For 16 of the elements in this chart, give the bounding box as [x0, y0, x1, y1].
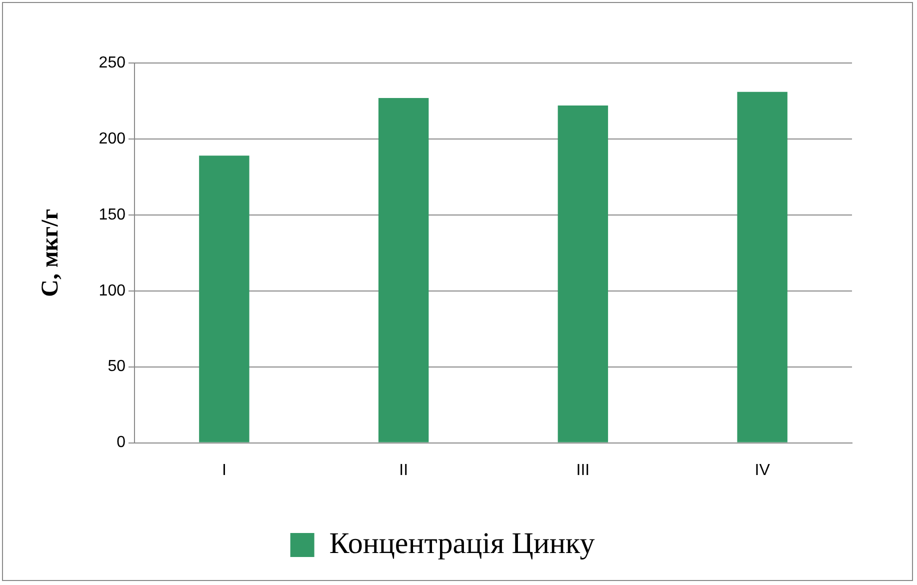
y-tick-label: 150	[98, 206, 126, 224]
y-tick-label: 200	[98, 130, 126, 148]
y-tick-label: 250	[98, 54, 126, 72]
y-tick-label: 0	[116, 434, 126, 452]
y-axis-title: C, мкг/г	[38, 208, 64, 297]
bar	[199, 156, 250, 442]
x-tick-label: III	[576, 462, 590, 479]
y-tick-label: 100	[98, 282, 126, 300]
x-tick-label: II	[399, 462, 408, 479]
bar	[378, 98, 429, 442]
bar	[558, 106, 608, 442]
y-tick-label: 50	[108, 358, 126, 376]
x-tick-label: I	[222, 462, 226, 479]
bar	[737, 92, 788, 442]
legend-label: Концентрація Цинку	[329, 526, 595, 560]
x-tick-label: IV	[754, 462, 770, 479]
